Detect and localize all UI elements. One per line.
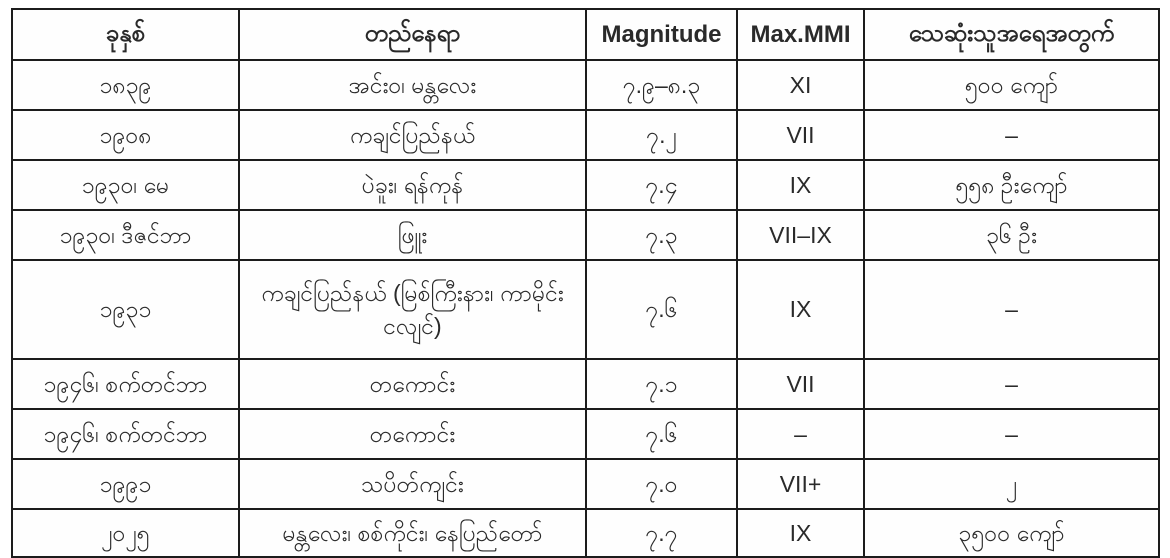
header-row: ခုနှစ် တည်နေရာ Magnitude Max.MMI သေဆုံးသ… xyxy=(11,8,1160,61)
cell-year: ၁၉၄၆၊ စက်တင်ဘာ xyxy=(11,408,240,460)
table-row: ၁၉၃၀၊ မေ ပဲခူး၊ ရန်ကုန် ၇.၄ IX ၅၅၈ ဦးကျေ… xyxy=(11,159,1160,211)
column-header-max-mmi: Max.MMI xyxy=(736,8,865,61)
cell-location: ပဲခူး၊ ရန်ကုန် xyxy=(238,159,587,211)
column-header-magnitude: Magnitude xyxy=(585,8,738,61)
cell-year: ၁၈၃၉ xyxy=(11,59,240,111)
cell-max-mmi: VII xyxy=(736,109,865,161)
column-header-year: ခုနှစ် xyxy=(11,8,240,61)
cell-magnitude: ၇.၀ xyxy=(585,458,738,510)
cell-max-mmi: – xyxy=(736,408,865,460)
cell-location: ကချင်ပြည်နယ် xyxy=(238,109,587,161)
cell-location: ကချင်ပြည်နယ် (မြစ်ကြီးနား၊ ကာမိုင်းငလျင်… xyxy=(238,259,587,360)
cell-magnitude: ၇.၆ xyxy=(585,408,738,460)
cell-deaths: – xyxy=(863,408,1160,460)
cell-max-mmi: VII+ xyxy=(736,458,865,510)
cell-magnitude: ၇.၂ xyxy=(585,109,738,161)
cell-magnitude: ၇.၁ xyxy=(585,358,738,410)
cell-deaths: ၅၅၈ ဦးကျော် xyxy=(863,159,1160,211)
cell-deaths: ၂ xyxy=(863,458,1160,510)
cell-max-mmi: IX xyxy=(736,159,865,211)
cell-deaths: – xyxy=(863,358,1160,410)
table-row: ၁၈၃၉ အင်းဝ၊ မန္တလေး ၇.၉–၈.၃ XI ၅၀၀ ကျော် xyxy=(11,59,1160,111)
table-row: ၁၉၉၁ သပိတ်ကျင်း ၇.၀ VII+ ၂ xyxy=(11,458,1160,510)
earthquake-table: ခုနှစ် တည်နေရာ Magnitude Max.MMI သေဆုံးသ… xyxy=(11,8,1160,558)
table-row: ၁၉၃၀၊ ဒီဇင်ဘာ ဖြူး ၇.၃ VII–IX ၃၆ ဦး xyxy=(11,209,1160,261)
cell-max-mmi: VII–IX xyxy=(736,209,865,261)
cell-deaths: – xyxy=(863,259,1160,360)
cell-year: ၁၉၄၆၊ စက်တင်ဘာ xyxy=(11,358,240,410)
cell-year: ၁၉၃၀၊ မေ xyxy=(11,159,240,211)
column-header-location: တည်နေရာ xyxy=(238,8,587,61)
cell-deaths: – xyxy=(863,109,1160,161)
cell-magnitude: ၇.၄ xyxy=(585,159,738,211)
cell-deaths: ၃၆ ဦး xyxy=(863,209,1160,261)
cell-location: တကောင်း xyxy=(238,358,587,410)
cell-magnitude: ၇.၉–၈.၃ xyxy=(585,59,738,111)
cell-location: မန္တလေး၊ စစ်ကိုင်း၊ နေပြည်တော် xyxy=(238,508,587,558)
cell-magnitude: ၇.၃ xyxy=(585,209,738,261)
cell-year: ၁၉၀၈ xyxy=(11,109,240,161)
table-row: ၁၉၄၆၊ စက်တင်ဘာ တကောင်း ၇.၆ – – xyxy=(11,408,1160,460)
column-header-deaths: သေဆုံးသူအရေအတွက် xyxy=(863,8,1160,61)
cell-max-mmi: IX xyxy=(736,259,865,360)
cell-max-mmi: XI xyxy=(736,59,865,111)
cell-year: ၁၉၃၁ xyxy=(11,259,240,360)
table-row: ၁၉၄၆၊ စက်တင်ဘာ တကောင်း ၇.၁ VII – xyxy=(11,358,1160,410)
cell-deaths: ၅၀၀ ကျော် xyxy=(863,59,1160,111)
cell-location: အင်းဝ၊ မန္တလေး xyxy=(238,59,587,111)
table-row: ၁၉၀၈ ကချင်ပြည်နယ် ၇.၂ VII – xyxy=(11,109,1160,161)
cell-max-mmi: VII xyxy=(736,358,865,410)
cell-magnitude: ၇.၆ xyxy=(585,259,738,360)
table-row: ၁၉၃၁ ကချင်ပြည်နယ် (မြစ်ကြီးနား၊ ကာမိုင်း… xyxy=(11,259,1160,360)
cell-location: တကောင်း xyxy=(238,408,587,460)
cell-year: ၁၉၉၁ xyxy=(11,458,240,510)
cell-year: ၁၉၃၀၊ ဒီဇင်ဘာ xyxy=(11,209,240,261)
cell-location: ဖြူး xyxy=(238,209,587,261)
cell-location: သပိတ်ကျင်း xyxy=(238,458,587,510)
